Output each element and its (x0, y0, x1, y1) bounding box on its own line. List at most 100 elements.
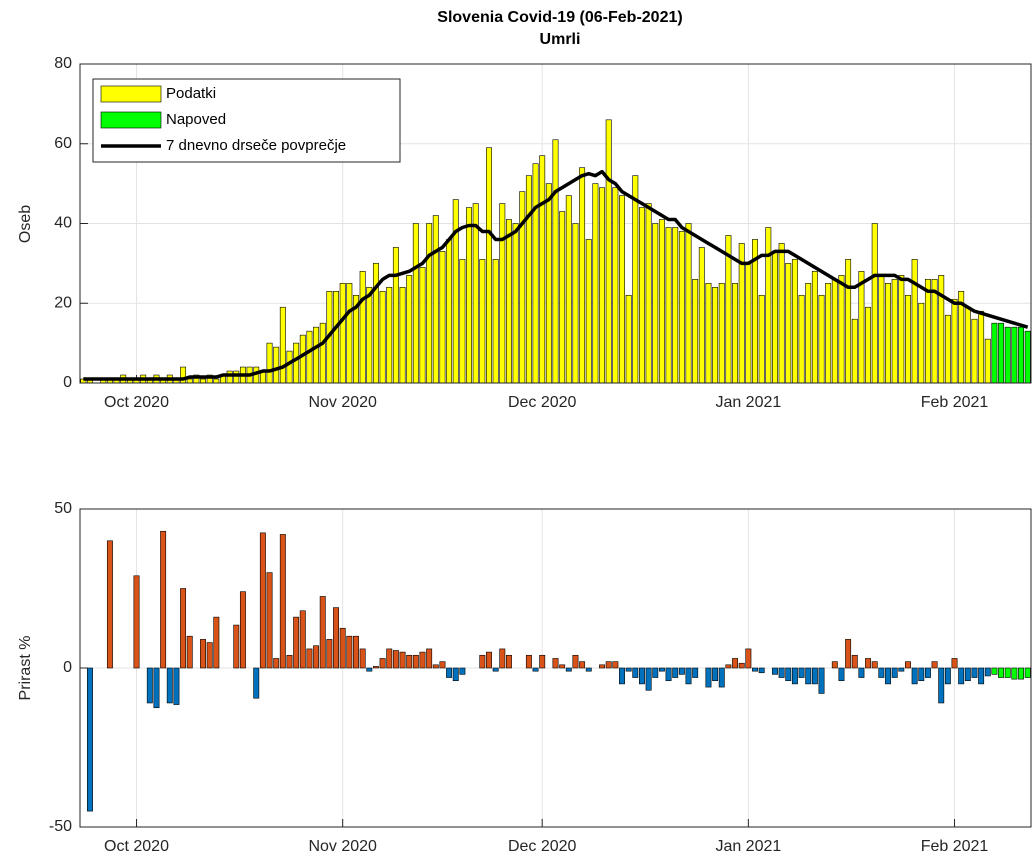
bar (426, 223, 433, 384)
bar (632, 667, 639, 678)
bar (186, 635, 193, 669)
bar (532, 667, 539, 672)
bar (712, 286, 719, 384)
bar (333, 607, 339, 669)
bar (905, 294, 911, 384)
bar (765, 227, 772, 384)
bar (805, 667, 812, 685)
bar (539, 155, 546, 384)
x-tick-label: Feb 2021 (921, 838, 989, 855)
bar (505, 219, 512, 384)
bar (845, 259, 852, 384)
bar (878, 667, 885, 678)
bar (1024, 667, 1031, 678)
bar (891, 667, 898, 678)
y-tick-label: -50 (49, 818, 72, 835)
x-tick-label: Jan 2021 (715, 394, 781, 411)
bar (273, 346, 280, 384)
bar (339, 283, 346, 384)
bar (605, 119, 612, 384)
bar (685, 223, 692, 384)
x-tick-label: Nov 2020 (308, 394, 377, 411)
bar (572, 654, 579, 669)
legend-swatch (100, 111, 162, 129)
bar (346, 283, 353, 384)
bar (399, 286, 406, 384)
bar (313, 645, 320, 669)
bar (186, 378, 193, 384)
bar (279, 306, 286, 384)
bar (885, 283, 891, 384)
bar (798, 294, 805, 384)
bar (486, 651, 492, 669)
bar (439, 251, 446, 384)
bar (452, 667, 459, 682)
bar (984, 338, 991, 384)
y-tick-label: 50 (54, 500, 72, 517)
bar (991, 322, 998, 384)
bar (632, 175, 639, 384)
bar (705, 667, 712, 688)
bar (931, 661, 938, 669)
bar (705, 283, 712, 384)
bar (718, 667, 725, 688)
bar (259, 532, 266, 669)
bar (805, 283, 812, 384)
bar (173, 667, 180, 705)
bar (865, 658, 872, 669)
x-tick-label: Jan 2021 (715, 838, 781, 855)
bar (452, 199, 459, 384)
bar (565, 195, 572, 384)
bar (871, 223, 878, 384)
bar (213, 378, 220, 384)
bar (964, 306, 971, 384)
bar (612, 187, 619, 384)
bar (319, 322, 326, 384)
bar (333, 290, 339, 384)
bar (638, 207, 645, 384)
y-tick-label: 0 (63, 374, 72, 391)
y-axis-label: Prirast % (17, 636, 34, 701)
bar (339, 627, 346, 669)
bar (525, 175, 532, 384)
bar (758, 294, 765, 384)
y-tick-label: 0 (63, 659, 72, 676)
bar (845, 639, 852, 669)
x-tick-label: Oct 2020 (104, 838, 169, 855)
bar (858, 667, 865, 678)
bar (831, 279, 838, 384)
bar (951, 658, 958, 669)
bar (499, 648, 506, 669)
bar (911, 667, 918, 685)
bar (572, 223, 579, 384)
bar (831, 661, 838, 669)
bar (1018, 326, 1024, 384)
bar (931, 279, 938, 384)
bar (851, 654, 858, 669)
bar (905, 661, 911, 669)
bar (619, 195, 625, 384)
bar (885, 667, 891, 685)
bar (419, 267, 426, 384)
bar (891, 279, 898, 384)
bar (712, 667, 719, 682)
bar (745, 263, 752, 384)
bar (559, 664, 566, 669)
bar (412, 654, 419, 669)
bar (911, 259, 918, 384)
bar (858, 271, 865, 384)
bar (924, 667, 931, 678)
bar (938, 667, 945, 704)
line (83, 169, 1029, 381)
bar (798, 667, 805, 678)
bar (406, 275, 413, 384)
bar (206, 642, 213, 669)
bar (692, 667, 699, 678)
bar (293, 616, 300, 669)
bar (479, 259, 486, 384)
bar (944, 667, 951, 685)
bar (160, 530, 167, 669)
bar (412, 223, 419, 384)
bar (399, 651, 406, 669)
